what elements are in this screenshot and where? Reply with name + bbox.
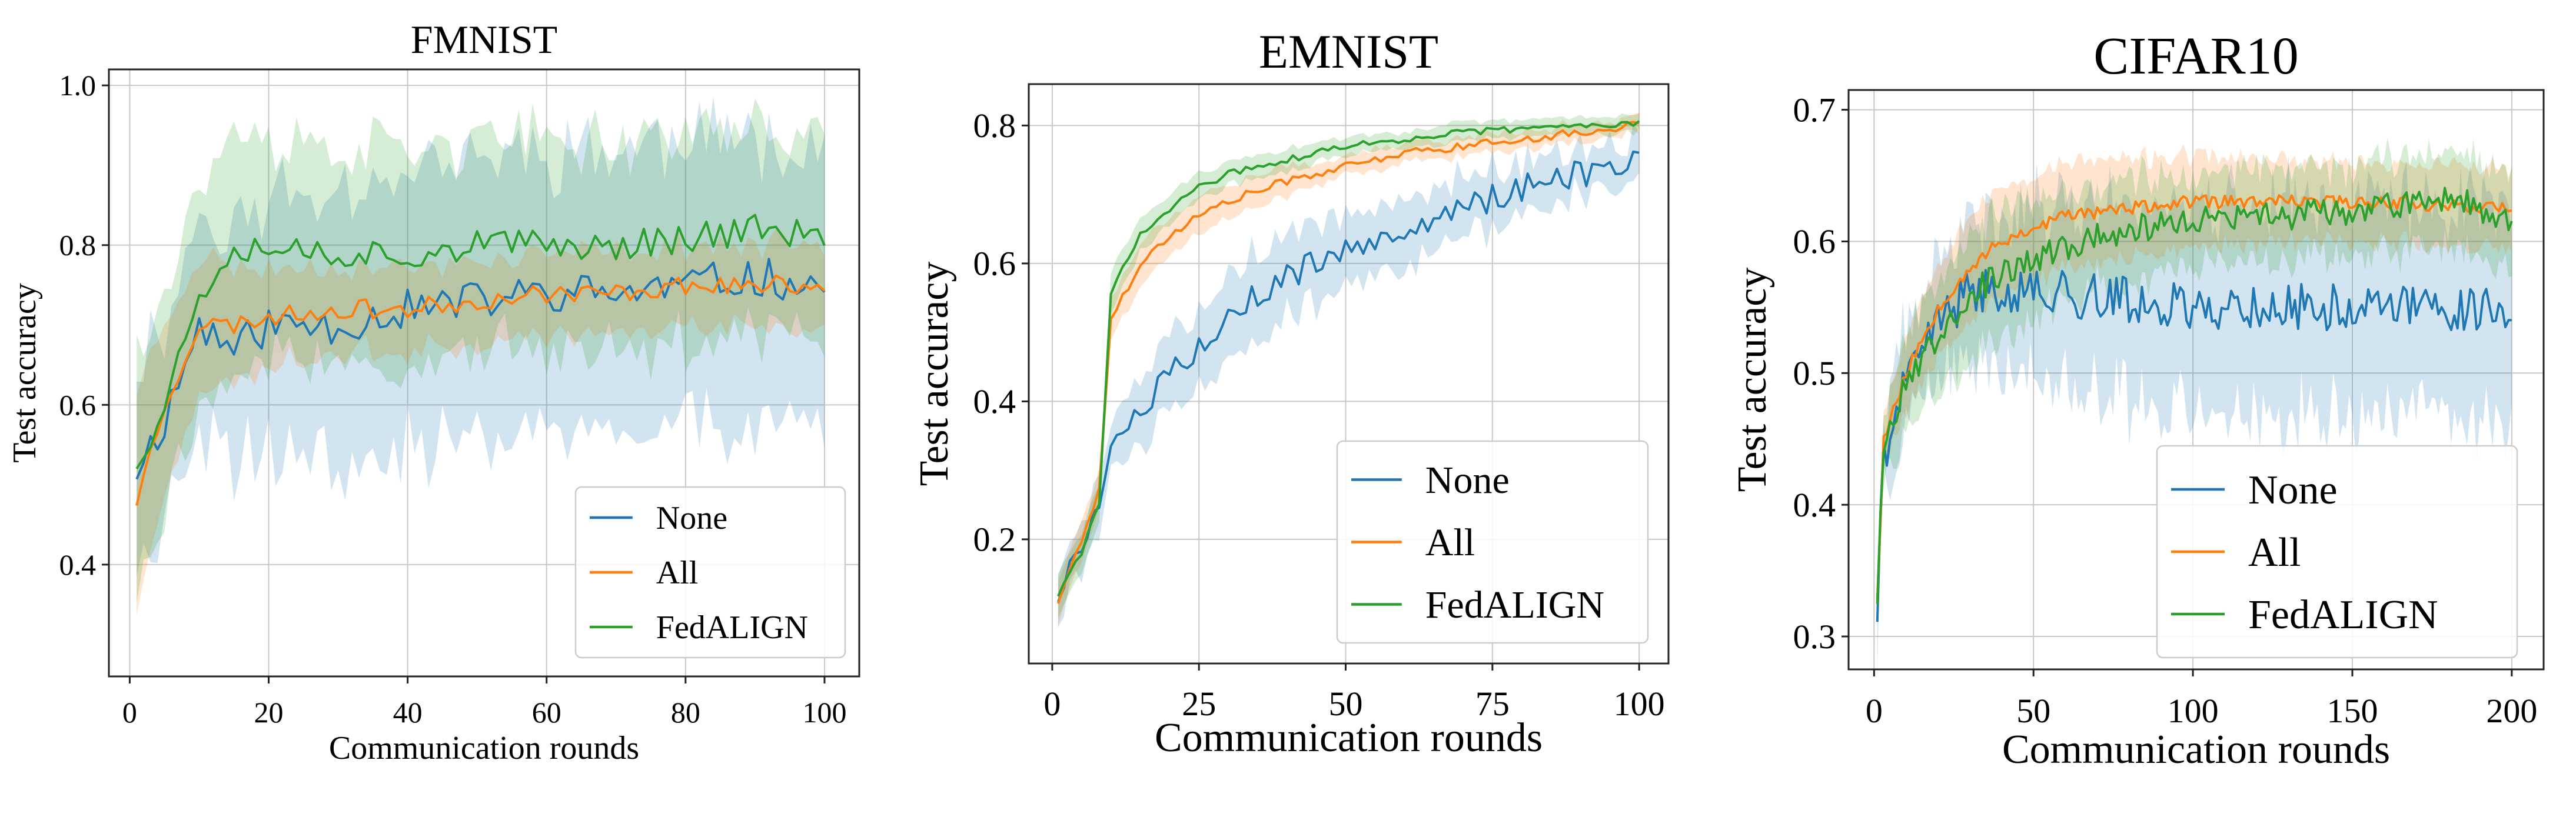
legend-label-none: None — [656, 500, 727, 536]
x-tick-label: 60 — [532, 696, 561, 729]
series-line-none — [1057, 150, 1640, 602]
y-tick-label: 0.7 — [1793, 91, 1836, 129]
chart-title: EMNIST — [1259, 25, 1438, 78]
x-tick-label: 0 — [1043, 685, 1061, 723]
x-tick-label: 0 — [1866, 692, 1883, 730]
x-tick-label: 0 — [122, 696, 137, 729]
legend-label-fedalign: FedALIGN — [1425, 583, 1604, 626]
x-tick-label: 150 — [2326, 692, 2378, 730]
legend-label-fedalign: FedALIGN — [656, 609, 808, 646]
y-tick-label: 0.6 — [973, 245, 1016, 283]
legend: None All FedALIGN — [2156, 445, 2518, 659]
chart-title: FMNIST — [411, 17, 557, 62]
band-all — [1877, 144, 2512, 621]
y-tick-label: 0.6 — [1793, 222, 1836, 261]
series-line-all — [1876, 194, 2512, 601]
series-line-none — [135, 258, 826, 480]
chart-title: CIFAR10 — [2093, 27, 2298, 85]
band-all — [137, 228, 825, 615]
legend-label-all: All — [1425, 521, 1475, 564]
legend-label-none: None — [1425, 459, 1510, 502]
x-tick-label: 20 — [254, 696, 284, 729]
y-axis-label: Test accuracy — [6, 283, 43, 462]
x-tick-label: 200 — [2486, 692, 2537, 730]
x-tick-label: 100 — [1614, 685, 1665, 723]
y-axis-label: Test accuracy — [1730, 268, 1775, 492]
y-tick-label: 0.8 — [59, 229, 97, 262]
x-tick-label: 25 — [1182, 685, 1216, 723]
y-tick-label: 1.0 — [59, 69, 97, 102]
x-tick-label: 75 — [1475, 685, 1510, 723]
legend-box — [1336, 440, 1649, 644]
y-tick-label: 0.3 — [1793, 618, 1836, 656]
y-tick-label: 0.5 — [1793, 354, 1836, 392]
x-axis-label: Communication rounds — [1155, 715, 1543, 761]
y-tick-label: 0.4 — [973, 382, 1016, 421]
band-none — [137, 96, 825, 577]
chart-cifar10: 0 50 100 150 200 0.3 0.4 0.5 0.6 0.7 CIFAR10 Commun… — [1730, 27, 2545, 772]
legend-box — [2156, 445, 2518, 659]
legend-box — [574, 486, 846, 659]
axes-frame — [1028, 83, 1670, 665]
y-tick-label: 0.4 — [1793, 486, 1836, 524]
plot-area — [1057, 112, 1640, 628]
x-tick-label: 50 — [2016, 692, 2050, 730]
legend-label-all: All — [656, 555, 699, 591]
y-tick-label: 0.4 — [59, 548, 97, 581]
y-tick-label: 0.8 — [973, 106, 1016, 145]
y-tick-label: 0.2 — [973, 521, 1016, 559]
legend-label-all: All — [2248, 530, 2301, 575]
legend: None All FedALIGN — [1336, 440, 1649, 644]
chart-emnist: 0 25 50 75 100 0.2 0.4 0.6 0.8 EMNIST Communicatio… — [912, 25, 1670, 761]
axes-frame — [108, 68, 860, 678]
series-line-all — [1057, 121, 1640, 604]
y-tick-label: 0.6 — [59, 388, 97, 421]
series-line-all — [135, 274, 826, 506]
series-line-fedalign — [1876, 186, 2513, 604]
x-axis-label: Communication rounds — [329, 730, 639, 766]
chart-fmnist: 0 20 40 60 80 100 0.4 0.6 0.8 1.0 FMNIST Communicat… — [6, 17, 860, 766]
x-tick-label: 100 — [2168, 692, 2219, 730]
plot-area — [135, 96, 826, 615]
x-tick-label: 50 — [1329, 685, 1363, 723]
legend: None All FedALIGN — [574, 486, 846, 659]
legend-label-fedalign: FedALIGN — [2248, 592, 2438, 638]
x-axis-label: Communication rounds — [2002, 727, 2390, 772]
x-tick-label: 80 — [671, 696, 700, 729]
band-fedalign — [137, 98, 825, 603]
x-tick-label: 40 — [393, 696, 423, 729]
series-line-fedalign — [1057, 120, 1640, 597]
x-tick-label: 100 — [802, 696, 846, 729]
plot-area — [1876, 138, 2513, 669]
legend-label-none: None — [2248, 468, 2338, 513]
band-none — [1058, 122, 1640, 628]
y-axis-label: Test accuracy — [912, 262, 957, 486]
series-line-none — [1876, 269, 2512, 622]
axes-frame — [1847, 89, 2545, 671]
series-line-fedalign — [135, 214, 826, 469]
